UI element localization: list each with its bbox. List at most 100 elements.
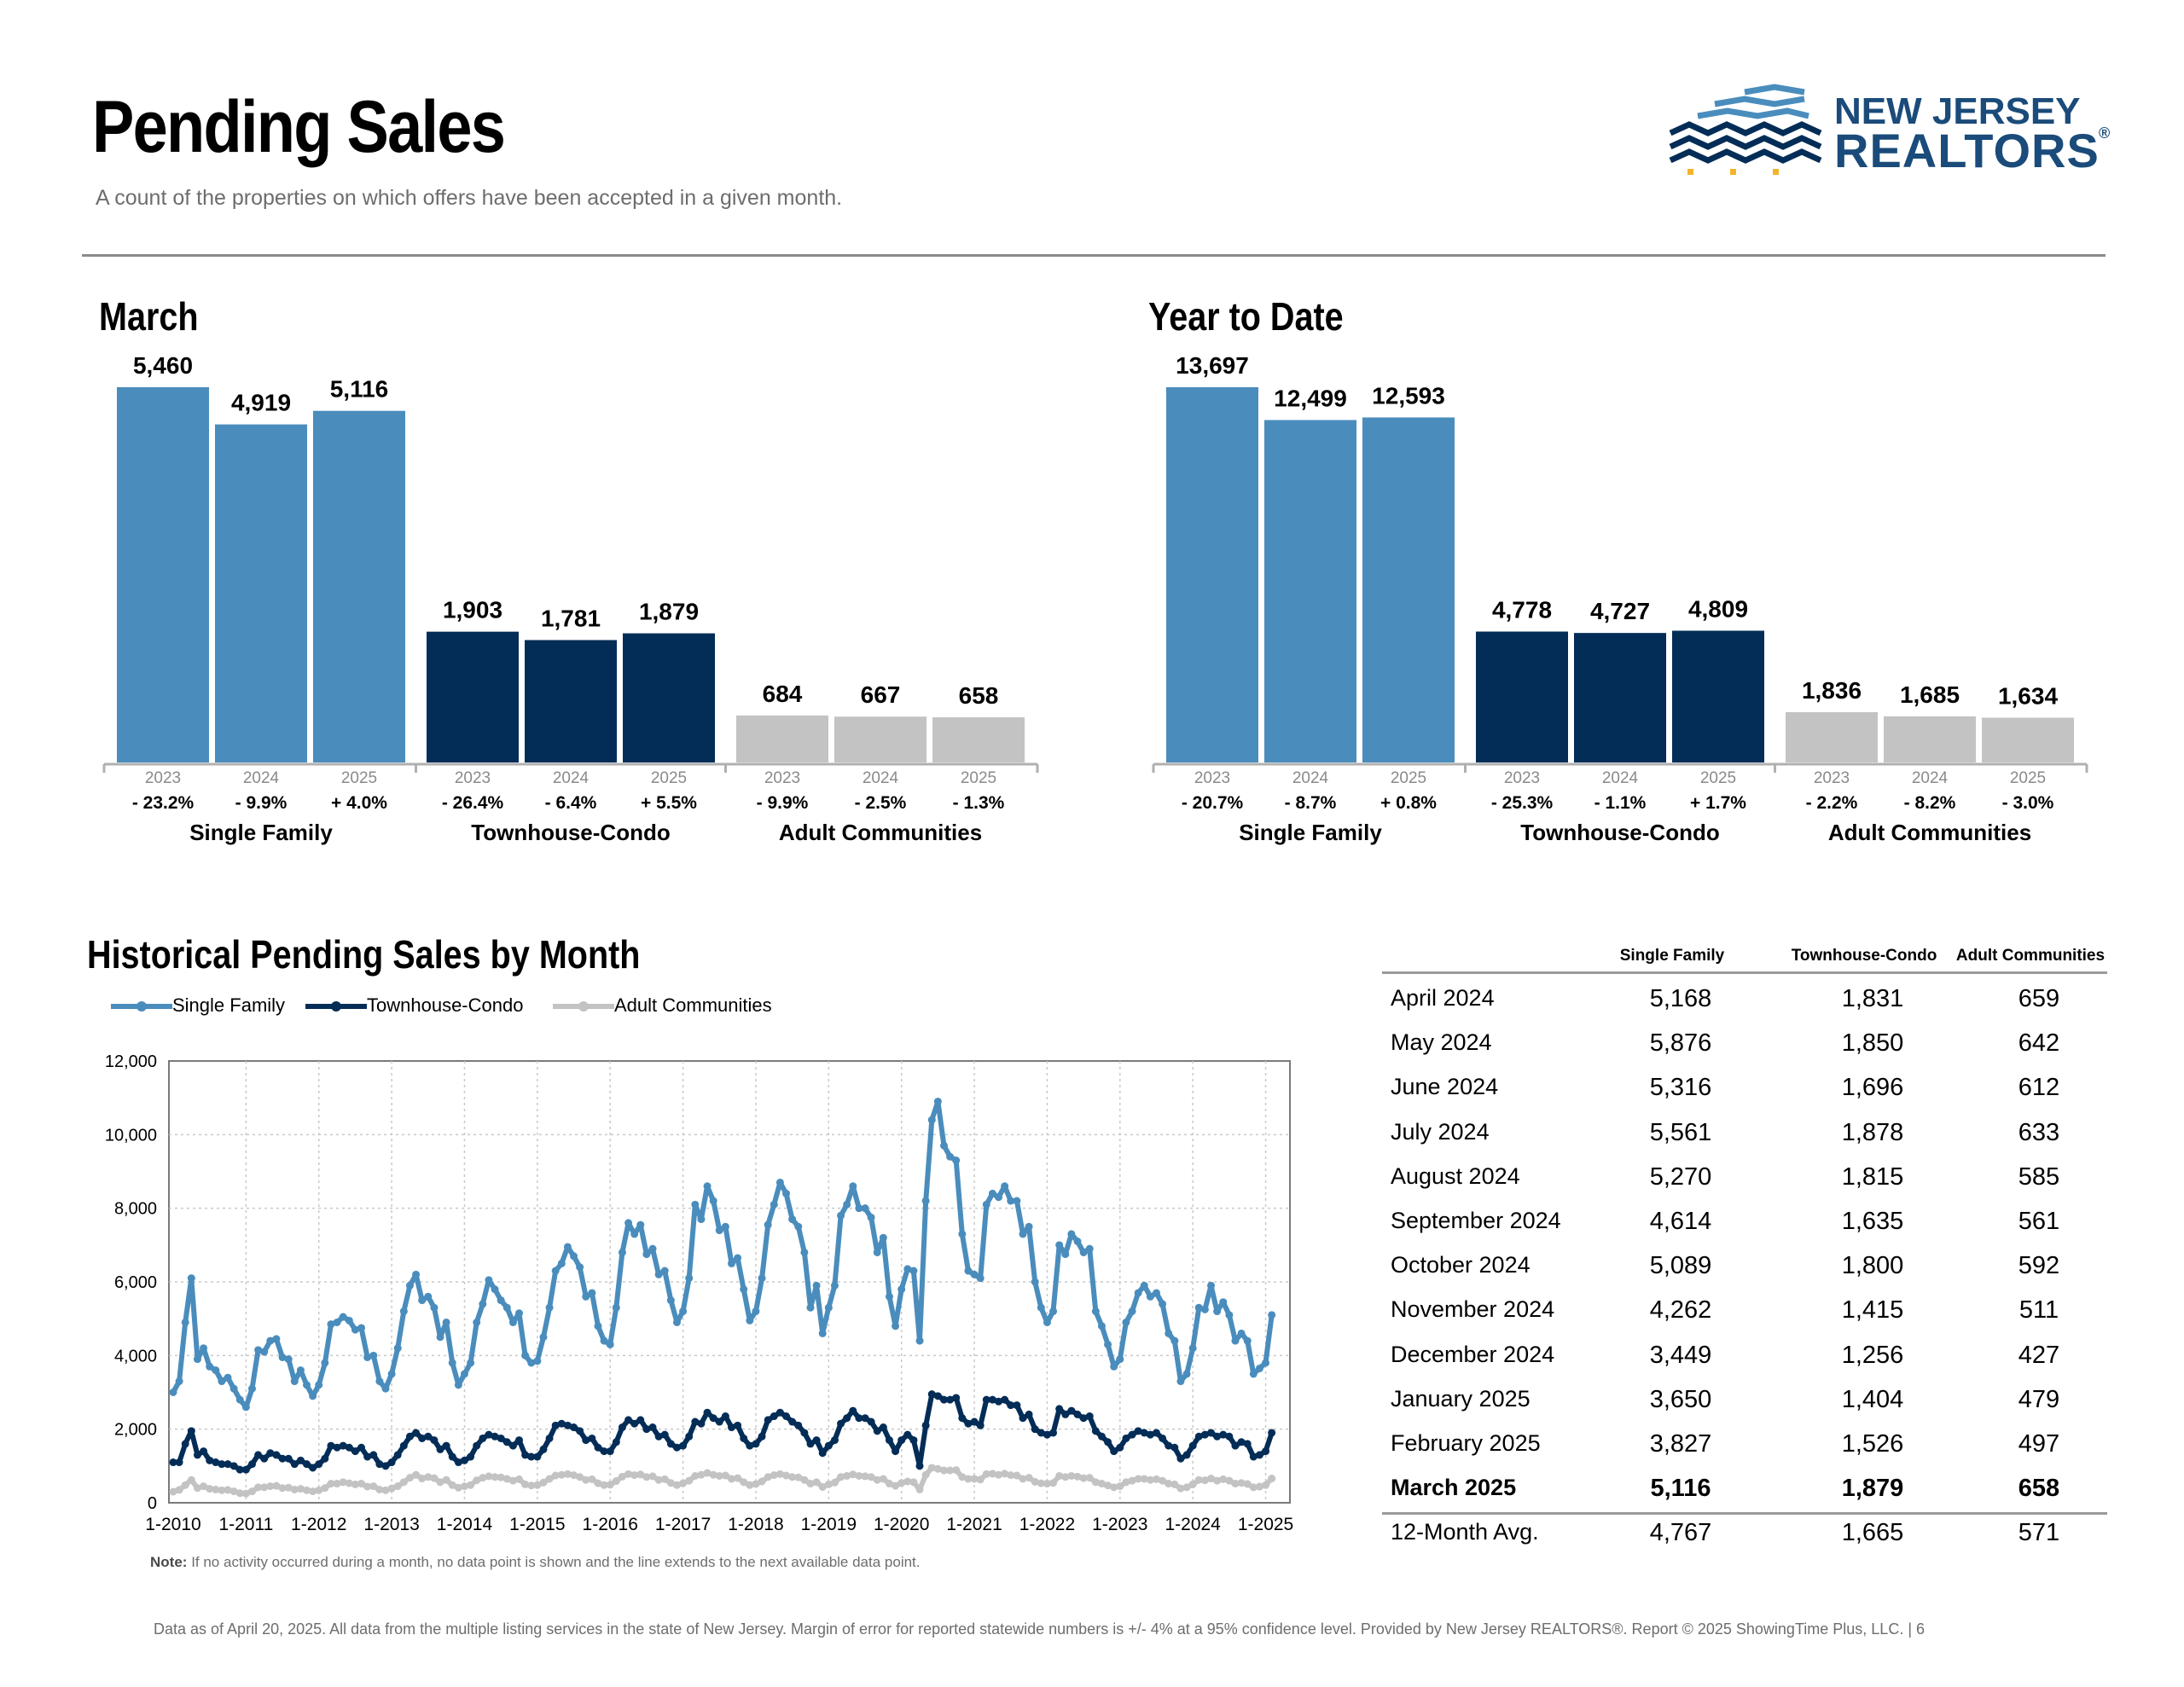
data-point [740, 1478, 748, 1487]
ytd-value-label: 1,836 [1802, 677, 1862, 704]
data-point [467, 1452, 475, 1461]
data-point [1067, 1471, 1076, 1480]
data-point [600, 1447, 608, 1456]
data-point [746, 1316, 754, 1325]
march-title: March [99, 294, 199, 339]
data-point [1019, 1414, 1027, 1423]
table-cell: 4,262 [1649, 1296, 1712, 1325]
legend-adult-communities: Adult Communities [614, 994, 772, 1016]
data-point [982, 1395, 990, 1404]
march-change-label: - 26.4% [442, 793, 504, 813]
data-point [467, 1481, 475, 1489]
data-point [800, 1429, 809, 1437]
data-point [612, 1477, 620, 1486]
data-point [758, 1432, 766, 1441]
march-year-label: 2024 [863, 769, 899, 787]
march-group-label: Adult Communities [779, 820, 982, 845]
table-row-label: December 2024 [1391, 1341, 1555, 1367]
data-point [740, 1434, 748, 1442]
data-point [927, 1464, 936, 1472]
data-point [200, 1344, 208, 1353]
data-point [588, 1475, 596, 1483]
data-point [933, 1097, 942, 1105]
data-point [1140, 1429, 1148, 1437]
data-point [1031, 1477, 1039, 1486]
data-point [206, 1456, 214, 1464]
data-point [576, 1427, 584, 1435]
data-point [187, 1475, 195, 1484]
march-year-label: 2025 [961, 769, 996, 787]
data-point [1255, 1482, 1263, 1491]
data-point [746, 1441, 754, 1450]
table-row-label: September 2024 [1391, 1208, 1561, 1233]
data-point [557, 1259, 566, 1267]
data-point [206, 1362, 214, 1371]
data-point [1061, 1473, 1070, 1481]
data-point [740, 1285, 748, 1294]
data-point [927, 1116, 936, 1124]
table-cell: 1,696 [1841, 1074, 1904, 1102]
table-cell: 1,415 [1841, 1296, 1904, 1325]
data-point [952, 1157, 961, 1165]
table-row-label: October 2024 [1391, 1252, 1531, 1278]
data-point [412, 1470, 421, 1479]
page-subtitle: A count of the properties on which offer… [96, 186, 843, 210]
march-value-label: 5,116 [330, 376, 389, 403]
data-point [939, 1466, 948, 1475]
data-point [1159, 1434, 1167, 1442]
data-point [830, 1436, 839, 1445]
data-point [363, 1482, 372, 1491]
data-point [570, 1252, 578, 1261]
ytd-year-label: 2023 [1504, 769, 1540, 787]
data-point [1110, 1483, 1118, 1492]
data-point [1268, 1311, 1276, 1319]
data-point [867, 1473, 875, 1481]
series-line-single-family [171, 1099, 1275, 1410]
data-point [369, 1482, 378, 1491]
data-point [1007, 1401, 1015, 1410]
data-point [284, 1483, 293, 1492]
ytd-bar [1362, 417, 1455, 762]
march-year-label: 2023 [145, 769, 181, 787]
march-group-label: Single Family [189, 820, 333, 845]
march-change-label: - 2.5% [855, 793, 907, 813]
data-point [193, 1355, 201, 1364]
table-cell: 5,270 [1649, 1162, 1712, 1191]
data-point [557, 1419, 566, 1428]
data-point [672, 1481, 681, 1489]
data-point [885, 1292, 893, 1301]
ytd-value-label: 12,593 [1372, 382, 1445, 409]
data-point [1237, 1329, 1246, 1337]
data-point [976, 1274, 985, 1283]
data-point [339, 1441, 347, 1450]
data-point [1104, 1481, 1112, 1490]
data-point [909, 1478, 918, 1487]
table-cell: 1,850 [1841, 1029, 1904, 1058]
y-tick-label: 4,000 [114, 1347, 157, 1365]
data-point [867, 1213, 875, 1221]
data-point [1073, 1238, 1082, 1246]
data-point [1194, 1303, 1203, 1312]
x-tick-label: 1-2010 [145, 1515, 200, 1534]
march-bar [623, 633, 715, 762]
table-row-label: August 2024 [1391, 1162, 1520, 1189]
data-point [545, 1475, 554, 1483]
data-point [1225, 1476, 1234, 1485]
data-point [296, 1456, 305, 1464]
table-cell: 1,256 [1841, 1341, 1904, 1369]
march-year-label: 2023 [764, 769, 800, 787]
table-cell: 592 [2018, 1252, 2060, 1280]
data-point [235, 1395, 244, 1404]
table-cell: 561 [2018, 1208, 2060, 1235]
data-point [278, 1353, 287, 1361]
data-point [315, 1381, 323, 1389]
legend-adult-communities-swatch [553, 1001, 614, 1012]
ytd-change-label: + 0.8% [1380, 793, 1437, 813]
data-point [721, 1471, 729, 1480]
data-point [855, 1204, 863, 1213]
x-tick-label: 1-2011 [218, 1515, 273, 1534]
data-point [247, 1487, 256, 1496]
table-cell: 3,650 [1649, 1385, 1712, 1413]
data-point [1188, 1441, 1197, 1450]
data-point [436, 1478, 444, 1487]
